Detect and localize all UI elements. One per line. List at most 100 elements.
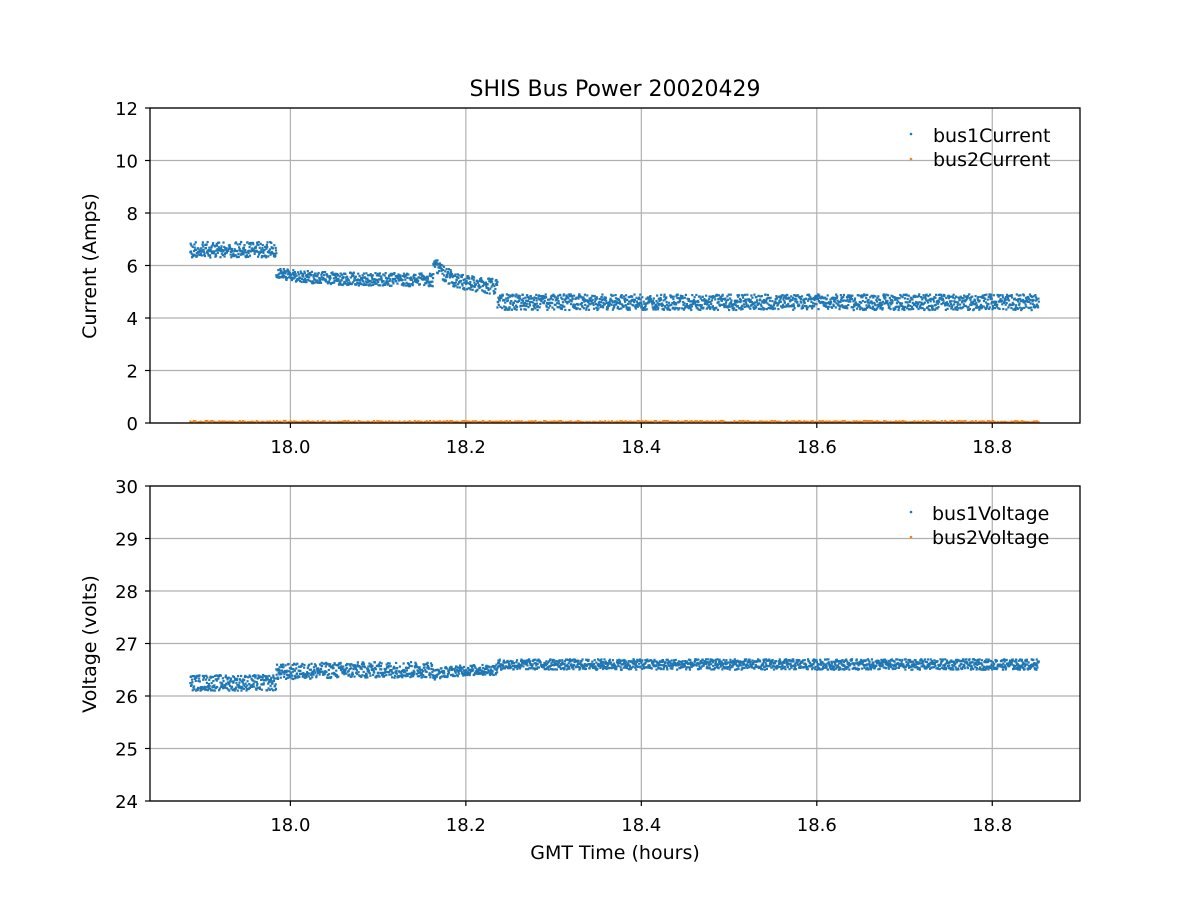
bus1voltage-point: [341, 672, 344, 675]
bus1voltage-point: [816, 662, 820, 666]
bus1current-point: [396, 277, 399, 280]
bus1current-point: [817, 299, 821, 303]
bus1voltage-point: [775, 667, 778, 670]
bus1current-point: [194, 254, 197, 257]
bus1current-point: [576, 307, 579, 310]
bus1current-point: [361, 279, 364, 282]
bus1current-point: [962, 303, 965, 306]
bus1current-point: [989, 298, 992, 301]
bus1voltage-point: [654, 660, 657, 663]
bus1current-point: [255, 241, 259, 244]
bus1current-point: [225, 247, 228, 250]
bus1current-point: [550, 294, 553, 298]
bus1current-point: [266, 241, 269, 244]
bus1voltage-point: [210, 676, 213, 679]
bus1current-point: [562, 293, 566, 296]
bus1current-point: [639, 293, 642, 296]
bus1current-point: [219, 256, 222, 259]
bus1voltage-point: [278, 669, 282, 672]
bus1current-point: [569, 303, 573, 306]
bus1voltage-point: [827, 658, 830, 661]
bus1voltage-point: [586, 663, 589, 666]
bus1current-point: [581, 305, 584, 308]
bus2current-point: [503, 420, 506, 423]
bus1current-point: [575, 306, 578, 309]
bus2current-point: [668, 420, 671, 423]
bus2current-point: [274, 421, 277, 424]
bus2current-point: [398, 420, 401, 423]
bus1current-point: [793, 293, 796, 297]
bus1voltage-point: [666, 658, 669, 661]
bus1current-point: [727, 293, 730, 296]
bus1voltage-point: [531, 663, 534, 666]
bus1current-point: [449, 272, 452, 275]
bus1voltage-point: [555, 668, 558, 671]
bus1current-point: [302, 280, 306, 283]
bus1voltage-point: [599, 666, 602, 669]
bus1current-point: [488, 292, 491, 295]
bus1voltage-point: [628, 667, 631, 671]
bus1current-point: [838, 301, 841, 304]
bus1current-point: [303, 272, 306, 275]
bus1voltage-point: [674, 658, 677, 662]
bus1current-point: [507, 294, 510, 297]
bus1current-point: [972, 308, 976, 311]
bus1voltage-point: [241, 681, 244, 684]
bus1current-point: [985, 305, 989, 308]
bus1current-point: [281, 272, 284, 275]
bus1current-point: [476, 288, 479, 291]
bus1current-point: [291, 276, 294, 279]
bus1voltage-point: [657, 667, 660, 670]
bus2current-point: [996, 420, 999, 423]
bus1voltage-point: [803, 658, 806, 662]
bus1voltage-point: [489, 673, 492, 677]
bus1current-point: [229, 253, 232, 256]
bus1current-point: [985, 307, 988, 310]
bus1current-point: [1033, 306, 1037, 309]
bus1current-point: [867, 304, 871, 307]
bus1current-point: [302, 275, 305, 278]
bus1voltage-point: [695, 664, 698, 667]
bus1voltage-point: [272, 676, 275, 679]
bus1current-point: [430, 275, 433, 278]
bus1current-point: [917, 301, 920, 304]
bus1current-point: [839, 294, 842, 297]
bus1voltage-point: [834, 664, 837, 667]
bus2current-point: [621, 420, 624, 423]
bus2current-point: [403, 420, 406, 423]
bus1current-point: [520, 298, 523, 301]
bus1voltage-point: [449, 667, 452, 670]
bus1voltage-point: [495, 668, 498, 671]
bus1current-point: [923, 308, 926, 311]
bus1current-point: [682, 303, 685, 306]
bus1voltage-point: [332, 671, 335, 675]
bus1voltage-point: [261, 676, 264, 679]
bus1voltage-point: [620, 668, 623, 671]
bus1current-point: [429, 283, 432, 286]
bus1current-point: [920, 301, 923, 304]
bus1voltage-point: [431, 671, 434, 674]
bus1voltage-point: [718, 658, 721, 661]
bus1current-point: [667, 307, 670, 311]
bus2current-point: [349, 421, 352, 424]
bus1voltage-point: [292, 668, 295, 671]
bus1current-point: [374, 271, 377, 275]
bus2current-point: [306, 419, 309, 422]
bus1current-point: [852, 308, 855, 312]
bus1voltage-point: [395, 672, 398, 675]
bus2current-point: [284, 419, 287, 422]
legend-label-bus1current: bus1Current: [933, 125, 1050, 147]
bus1current-point: [1028, 300, 1031, 303]
bus1current-point: [964, 304, 967, 308]
bus1voltage-point: [708, 667, 711, 670]
bus2current-point: [582, 421, 585, 424]
bus1voltage-point: [380, 668, 383, 671]
bus2current-point: [804, 420, 807, 423]
bus1current-point: [688, 300, 692, 303]
bus1voltage-point: [227, 682, 231, 686]
bus1current-point: [538, 306, 541, 309]
bus1current-point: [208, 246, 211, 249]
bus1voltage-point: [279, 676, 282, 679]
bus1current-point: [719, 295, 722, 298]
